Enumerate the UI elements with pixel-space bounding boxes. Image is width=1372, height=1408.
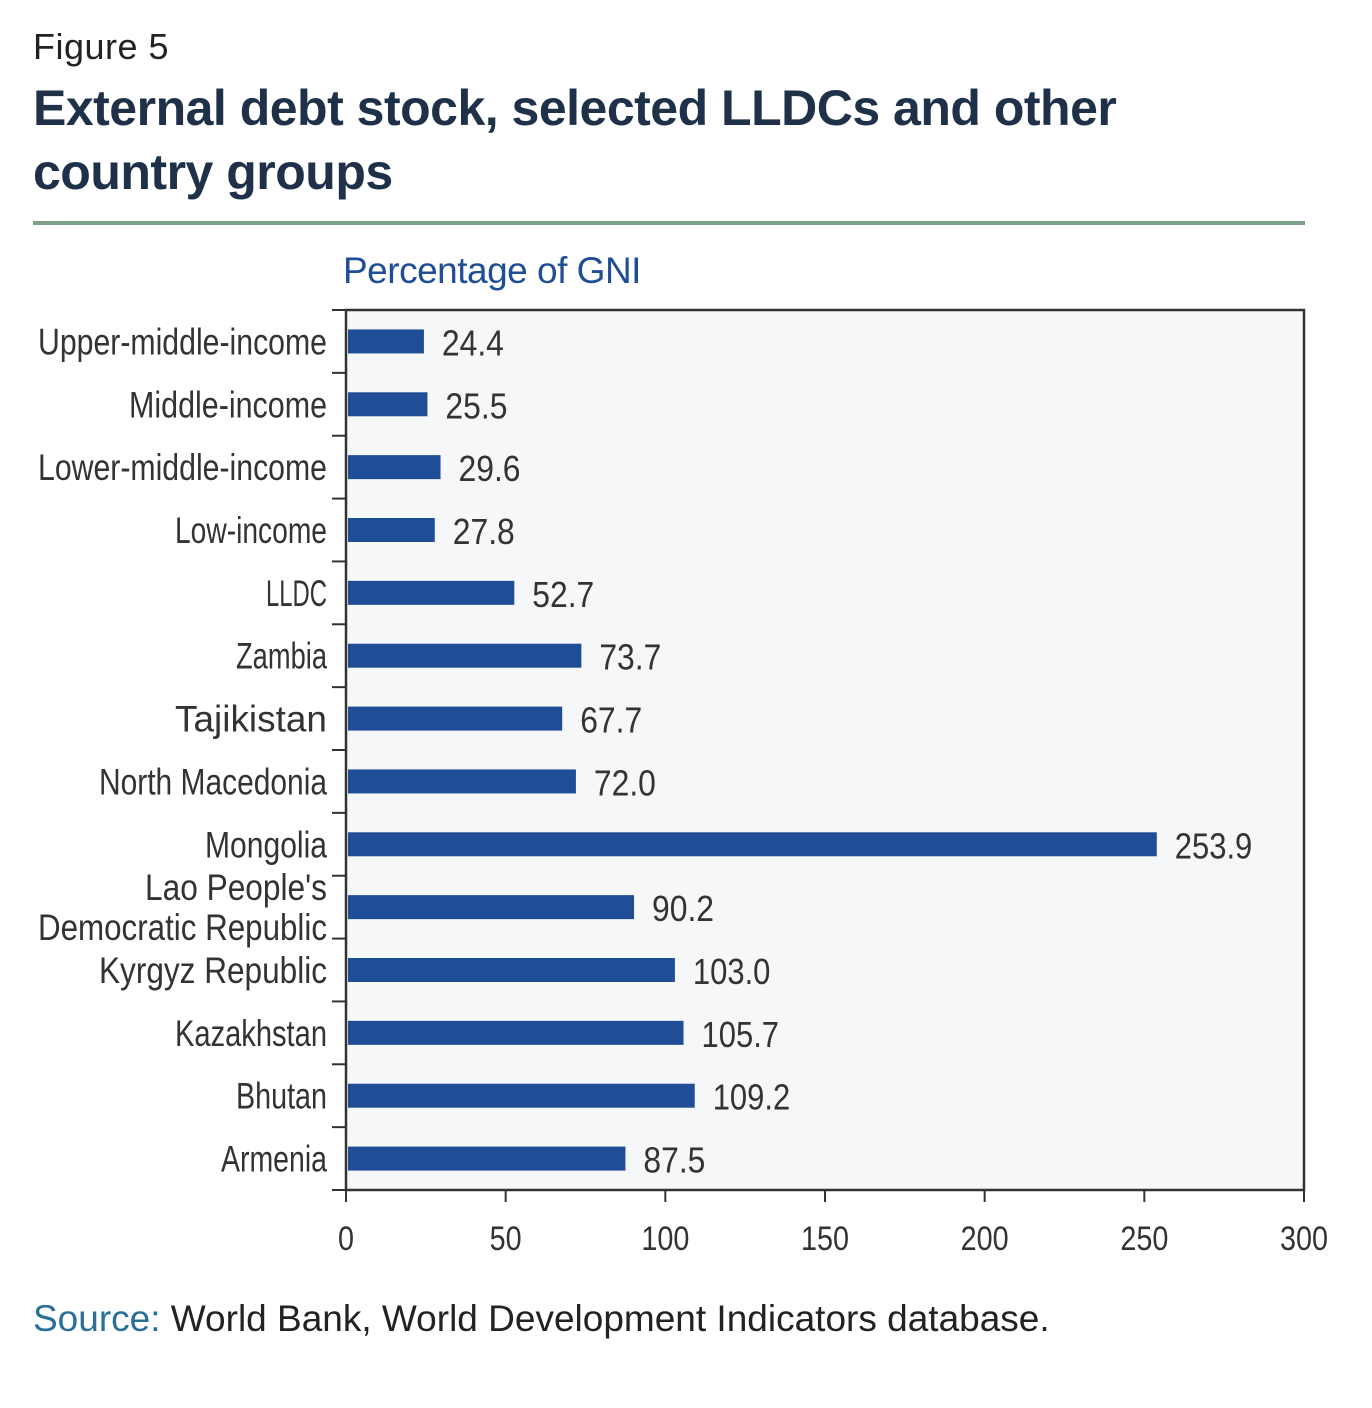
bar-value-label: 27.8 bbox=[453, 511, 515, 552]
bar bbox=[348, 518, 435, 542]
x-tick-label: 150 bbox=[801, 1220, 849, 1258]
source-note: Source: World Bank, World Development In… bbox=[33, 1298, 1050, 1340]
figure-title: External debt stock, selected LLDCs and … bbox=[33, 80, 1117, 200]
source-key: Source: bbox=[33, 1298, 161, 1339]
category-label: Kazakhstan bbox=[175, 1013, 327, 1054]
x-tick-label: 0 bbox=[338, 1220, 354, 1258]
bar bbox=[348, 706, 563, 731]
category-label: Lower-middle-income bbox=[38, 447, 327, 488]
category-label: Mongolia bbox=[205, 824, 327, 865]
bar bbox=[348, 1146, 626, 1171]
category-label: Middle-income bbox=[129, 384, 327, 425]
bar-value-label: 29.6 bbox=[459, 448, 521, 489]
category-label: Lao People's bbox=[145, 867, 327, 908]
category-label: Bhutan bbox=[236, 1076, 327, 1117]
category-label: Zambia bbox=[236, 636, 327, 677]
bar-value-label: 25.5 bbox=[445, 385, 507, 426]
category-label: Armenia bbox=[221, 1139, 327, 1180]
bar bbox=[348, 832, 1157, 857]
bar-value-label: 103.0 bbox=[693, 951, 771, 992]
bar-value-label: 109.2 bbox=[713, 1077, 791, 1118]
figure-label: Figure 5 bbox=[33, 26, 170, 67]
category-label: LLDC bbox=[266, 573, 327, 614]
bar-value-label: 52.7 bbox=[532, 574, 594, 615]
plot-area bbox=[344, 308, 1306, 1192]
x-tick-label: 100 bbox=[641, 1220, 689, 1258]
category-label: Tajikistan bbox=[175, 699, 327, 740]
category-label: Kyrgyz Republic bbox=[99, 950, 327, 991]
unit-label: Percentage of GNI bbox=[343, 250, 641, 291]
bar bbox=[348, 1020, 684, 1045]
bar-value-label: 24.4 bbox=[442, 322, 504, 363]
bar-value-label: 253.9 bbox=[1175, 825, 1253, 866]
bar bbox=[348, 958, 675, 982]
bar bbox=[348, 392, 428, 417]
bar-value-label: 72.0 bbox=[594, 762, 656, 803]
category-label: Upper-middle-income bbox=[38, 321, 327, 362]
x-tick-label: 300 bbox=[1280, 1220, 1328, 1258]
category-label: Low-income bbox=[175, 510, 327, 551]
bar-value-label: 90.2 bbox=[652, 888, 714, 929]
title-divider bbox=[33, 221, 1305, 225]
x-tick-label: 250 bbox=[1120, 1220, 1168, 1258]
bar bbox=[348, 769, 576, 794]
x-tick-label: 200 bbox=[961, 1220, 1009, 1258]
bar bbox=[348, 329, 424, 354]
bar-value-label: 67.7 bbox=[580, 700, 642, 741]
bar-value-label: 105.7 bbox=[702, 1014, 780, 1055]
bar bbox=[348, 643, 582, 668]
category-label: North Macedonia bbox=[99, 761, 327, 802]
category-label: Democratic Republic bbox=[38, 907, 327, 948]
x-tick-label: 50 bbox=[490, 1220, 522, 1258]
bar bbox=[348, 455, 441, 480]
bar bbox=[348, 1083, 695, 1108]
source-text: World Bank, World Development Indicators… bbox=[160, 1298, 1050, 1339]
bar bbox=[348, 580, 515, 605]
bar-value-label: 87.5 bbox=[643, 1140, 705, 1181]
bar bbox=[348, 895, 635, 920]
bar-value-label: 73.7 bbox=[599, 637, 661, 678]
